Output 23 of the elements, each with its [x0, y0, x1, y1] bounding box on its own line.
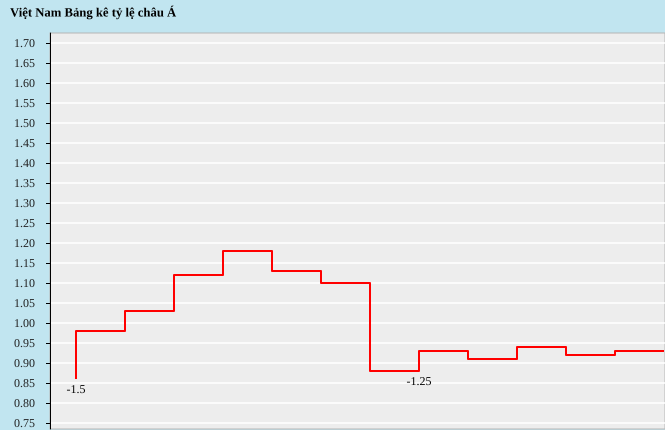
- y-tick-label: 1.00: [14, 316, 35, 330]
- y-tick-label: 0.90: [14, 356, 35, 370]
- y-tick-label: 1.25: [14, 216, 35, 230]
- y-tick-label: 1.10: [14, 276, 35, 290]
- y-tick-label: 1.65: [14, 56, 35, 70]
- y-tick-label: 1.40: [14, 156, 35, 170]
- chart-title: Việt Nam Bảng kê tỷ lệ châu Á: [10, 6, 178, 20]
- y-tick-label: 0.75: [14, 416, 35, 430]
- annotation: -1.25: [406, 374, 432, 388]
- y-tick-label: 1.55: [14, 96, 35, 110]
- y-tick-label: 1.05: [14, 296, 35, 310]
- y-tick-label: 1.30: [14, 196, 35, 210]
- y-tick-label: 1.45: [14, 136, 35, 150]
- y-tick-label: 1.20: [14, 236, 35, 250]
- annotation: -1.5: [66, 382, 86, 396]
- y-tick-label: 1.60: [14, 76, 35, 90]
- y-tick-label: 0.95: [14, 336, 35, 350]
- y-tick-label: 1.70: [14, 36, 35, 50]
- y-tick-label: 0.85: [14, 376, 35, 390]
- y-tick-label: 1.15: [14, 256, 35, 270]
- y-tick-label: 0.80: [14, 396, 35, 410]
- y-tick-label: 1.35: [14, 176, 35, 190]
- y-tick-label: 1.50: [14, 116, 35, 130]
